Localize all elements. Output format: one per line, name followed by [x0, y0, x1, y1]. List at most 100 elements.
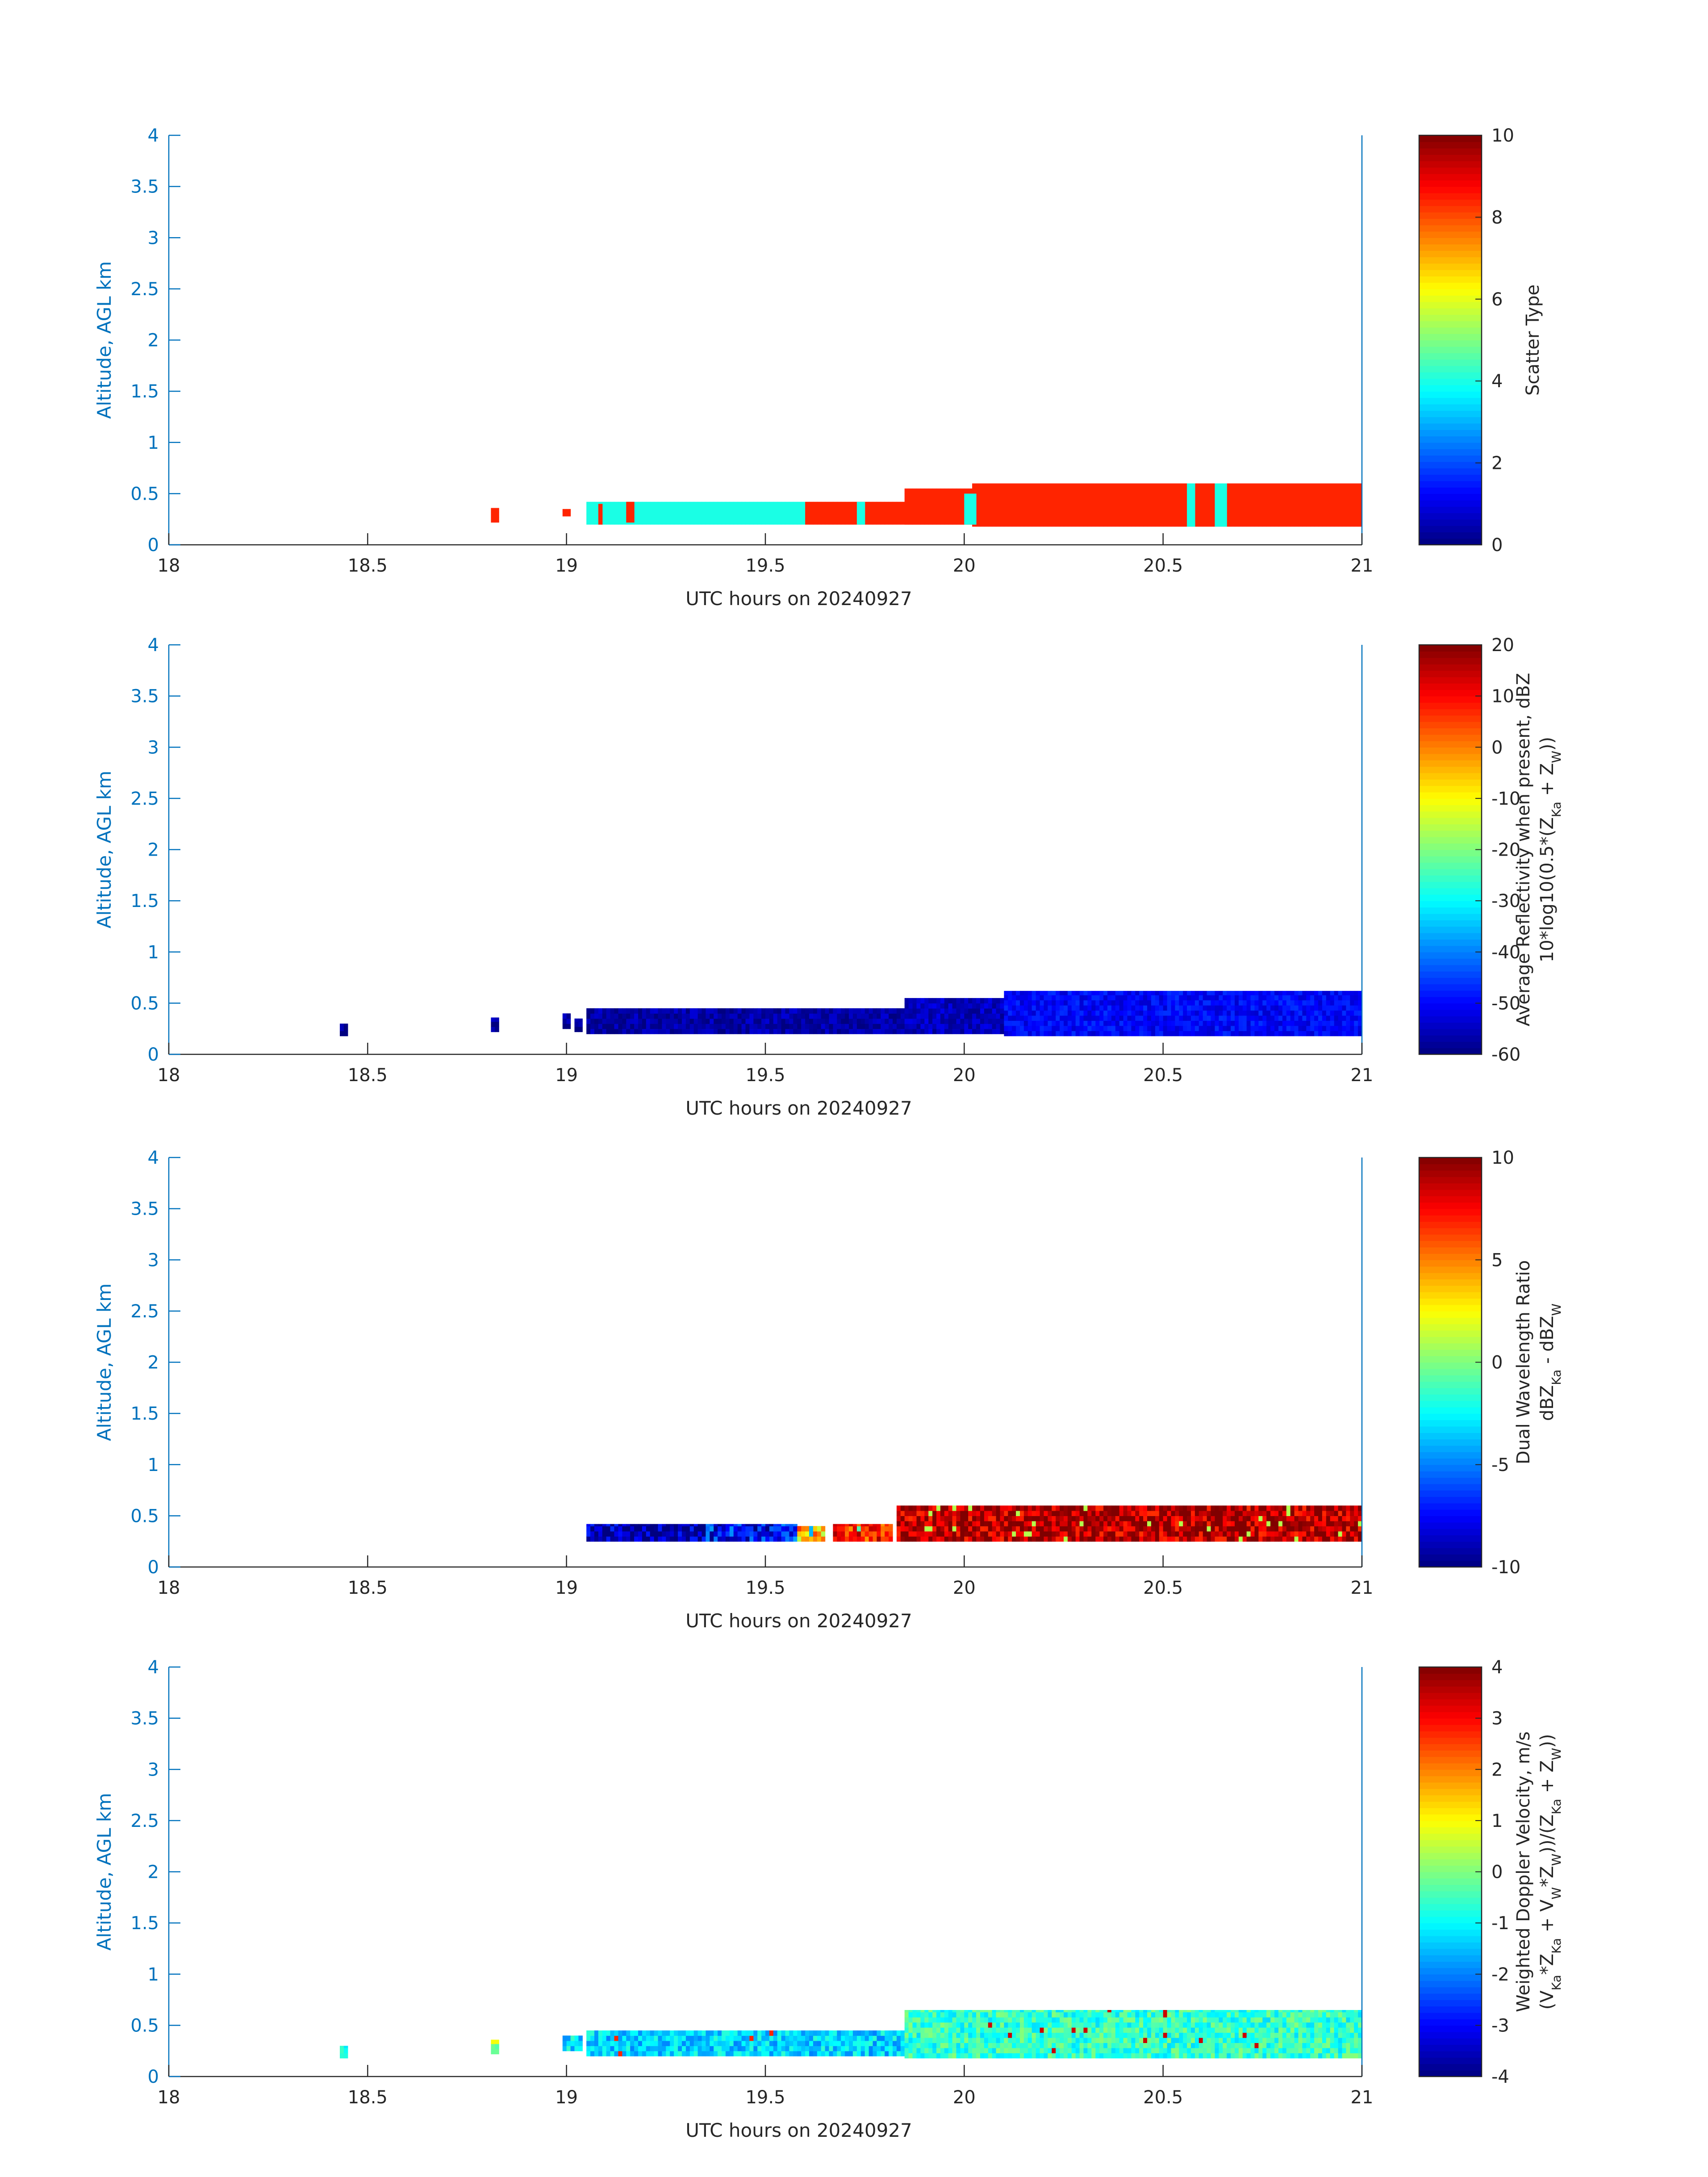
- data-cell: [749, 1018, 754, 1024]
- data-cell: [1000, 1531, 1004, 1537]
- data-cell: [860, 504, 865, 510]
- data-cell: [1119, 1531, 1124, 1537]
- data-cell: [1274, 511, 1279, 517]
- data-cell: [1147, 496, 1152, 501]
- data-cell: [856, 1008, 861, 1014]
- data-cell: [610, 2040, 615, 2046]
- data-cell: [682, 1008, 686, 1014]
- data-cell: [1183, 1526, 1187, 1532]
- data-cell: [1103, 995, 1108, 1001]
- data-cell: [1342, 1025, 1346, 1031]
- data-cell: [1040, 1516, 1044, 1521]
- data-cell: [678, 514, 682, 520]
- data-cell: [992, 1018, 997, 1024]
- data-cell: [1016, 1505, 1020, 1511]
- data-cell: [1115, 506, 1120, 511]
- colorbar-tick-label: 10: [1491, 125, 1514, 146]
- data-cell: [1159, 1505, 1164, 1511]
- data-cell: [1294, 1505, 1299, 1511]
- data-cell: [1064, 1536, 1068, 1542]
- data-cell: [1318, 1010, 1323, 1016]
- data-cell: [1211, 1031, 1215, 1036]
- data-cell: [781, 514, 786, 520]
- data-cell: [749, 1024, 754, 1029]
- data-cell: [789, 514, 793, 520]
- data-cell: [908, 1521, 913, 1526]
- data-cell: [343, 1031, 348, 1036]
- data-cell: [1000, 506, 1004, 511]
- data-cell: [1330, 1510, 1335, 1516]
- data-cell: [976, 1521, 981, 1526]
- data-cell: [1354, 1536, 1358, 1542]
- data-cell: [1246, 1521, 1251, 1526]
- data-cell: [697, 1526, 702, 1532]
- data-cell: [877, 2051, 881, 2056]
- data-cell: [845, 509, 849, 514]
- data-cell: [1314, 1510, 1319, 1516]
- data-cell: [586, 2040, 591, 2046]
- data-cell: [1155, 1000, 1160, 1006]
- data-cell: [1023, 1025, 1028, 1031]
- y-tick-label: 4: [148, 635, 159, 656]
- data-cell: [956, 509, 960, 514]
- data-cell: [1350, 1020, 1354, 1026]
- data-cell: [789, 1024, 793, 1029]
- data-cell: [630, 2046, 635, 2052]
- data-cell: [1119, 511, 1124, 517]
- data-cell: [1231, 501, 1235, 506]
- data-cell: [1194, 1516, 1199, 1521]
- data-cell: [1223, 990, 1227, 995]
- data-cell: [1159, 1526, 1164, 1532]
- x-tick-label: 21: [1351, 1578, 1374, 1598]
- data-cell: [1262, 490, 1267, 496]
- data-cell: [1091, 1000, 1096, 1006]
- data-cell: [693, 1526, 698, 1532]
- data-cell: [1012, 1536, 1016, 1542]
- data-cell: [1151, 1000, 1156, 1006]
- data-cell: [912, 2022, 917, 2028]
- data-cell: [1238, 1536, 1243, 1542]
- data-cell: [594, 1008, 599, 1014]
- data-cell: [654, 2046, 659, 2052]
- data-cell: [928, 2053, 933, 2059]
- data-cell: [1282, 1505, 1287, 1511]
- data-cell: [1286, 1526, 1291, 1532]
- data-cell: [856, 1024, 861, 1029]
- data-cell: [1127, 990, 1132, 995]
- data-cell: [1354, 990, 1358, 995]
- data-cell: [852, 504, 857, 510]
- data-cell: [1103, 521, 1108, 527]
- data-cell: [1278, 1020, 1283, 1026]
- data-cell: [1215, 501, 1219, 506]
- data-cell: [1064, 490, 1068, 496]
- data-cell: [594, 514, 599, 520]
- data-cell: [873, 504, 877, 510]
- data-cell: [650, 1013, 655, 1019]
- data-cell: [602, 2030, 607, 2036]
- data-cell: [1310, 511, 1315, 517]
- data-cell: [928, 2047, 933, 2053]
- data-cell: [856, 1526, 861, 1532]
- data-cell: [1115, 516, 1120, 522]
- data-cell: [1318, 1510, 1323, 1516]
- y-tick-label: 2.5: [130, 789, 159, 809]
- data-cell: [932, 514, 937, 520]
- data-cell: [988, 490, 993, 496]
- data-cell: [829, 504, 833, 510]
- data-cell: [710, 1531, 714, 1537]
- data-cell: [1012, 501, 1016, 506]
- data-cell: [594, 501, 599, 504]
- data-cell: [976, 516, 981, 522]
- data-cell: [1254, 1000, 1259, 1006]
- data-cell: [610, 1024, 615, 1029]
- data-cell: [845, 2051, 849, 2056]
- data-cell: [1016, 990, 1020, 995]
- data-cell: [606, 1008, 611, 1014]
- colorbar-segment: [1419, 958, 1482, 965]
- data-cell: [908, 2027, 913, 2033]
- data-cell: [797, 1013, 802, 1019]
- data-cell: [630, 2030, 635, 2036]
- data-cell: [885, 2040, 889, 2046]
- data-cell: [864, 1028, 869, 1034]
- y-axis-label: Altitude, AGL km: [93, 261, 115, 419]
